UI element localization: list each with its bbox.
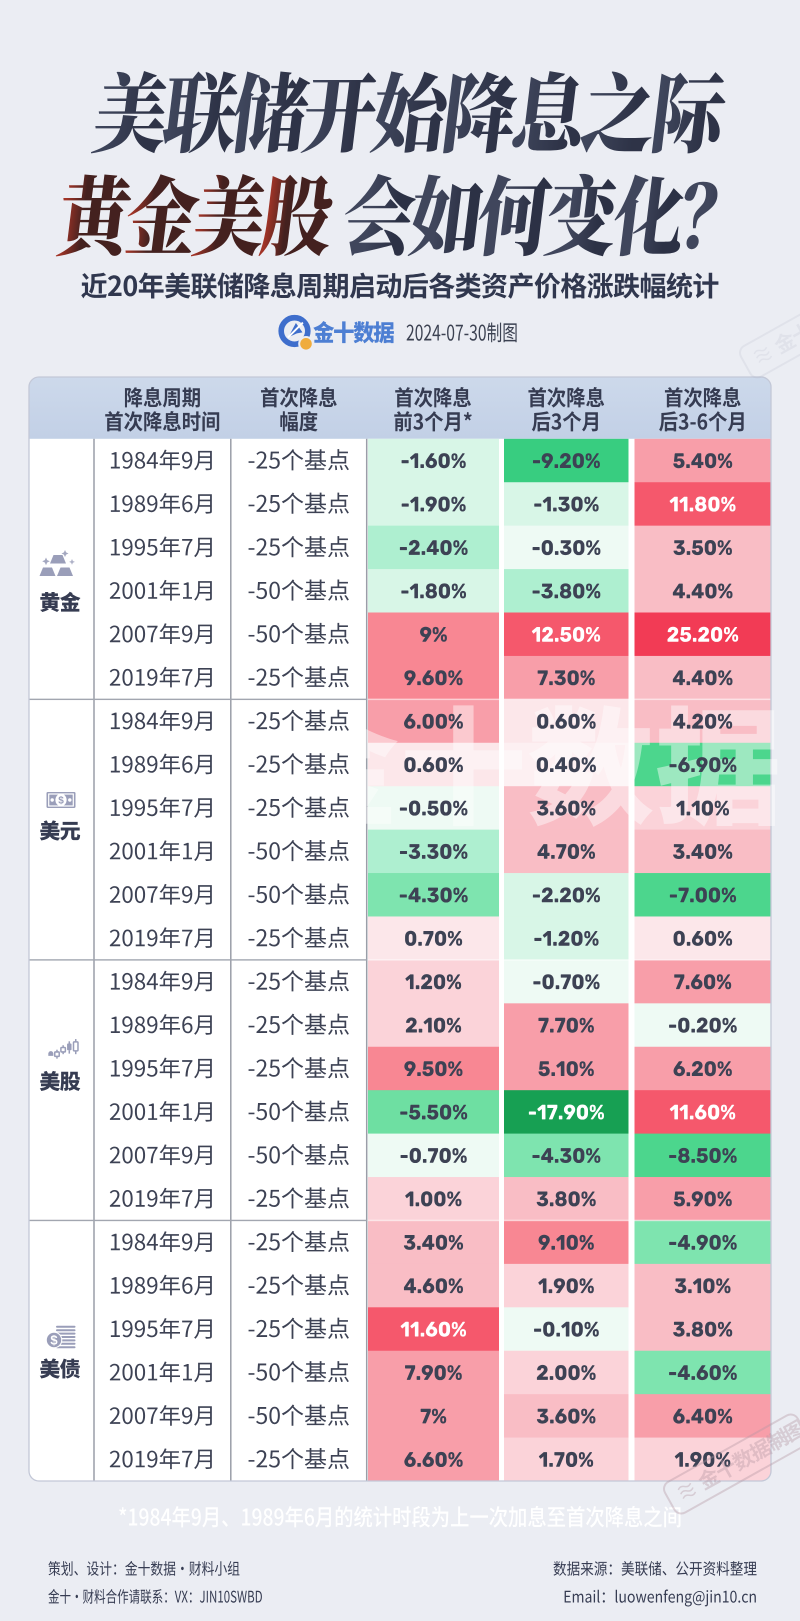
svg-text:$: $ (50, 1333, 58, 1348)
svg-text:$: $ (58, 796, 64, 807)
